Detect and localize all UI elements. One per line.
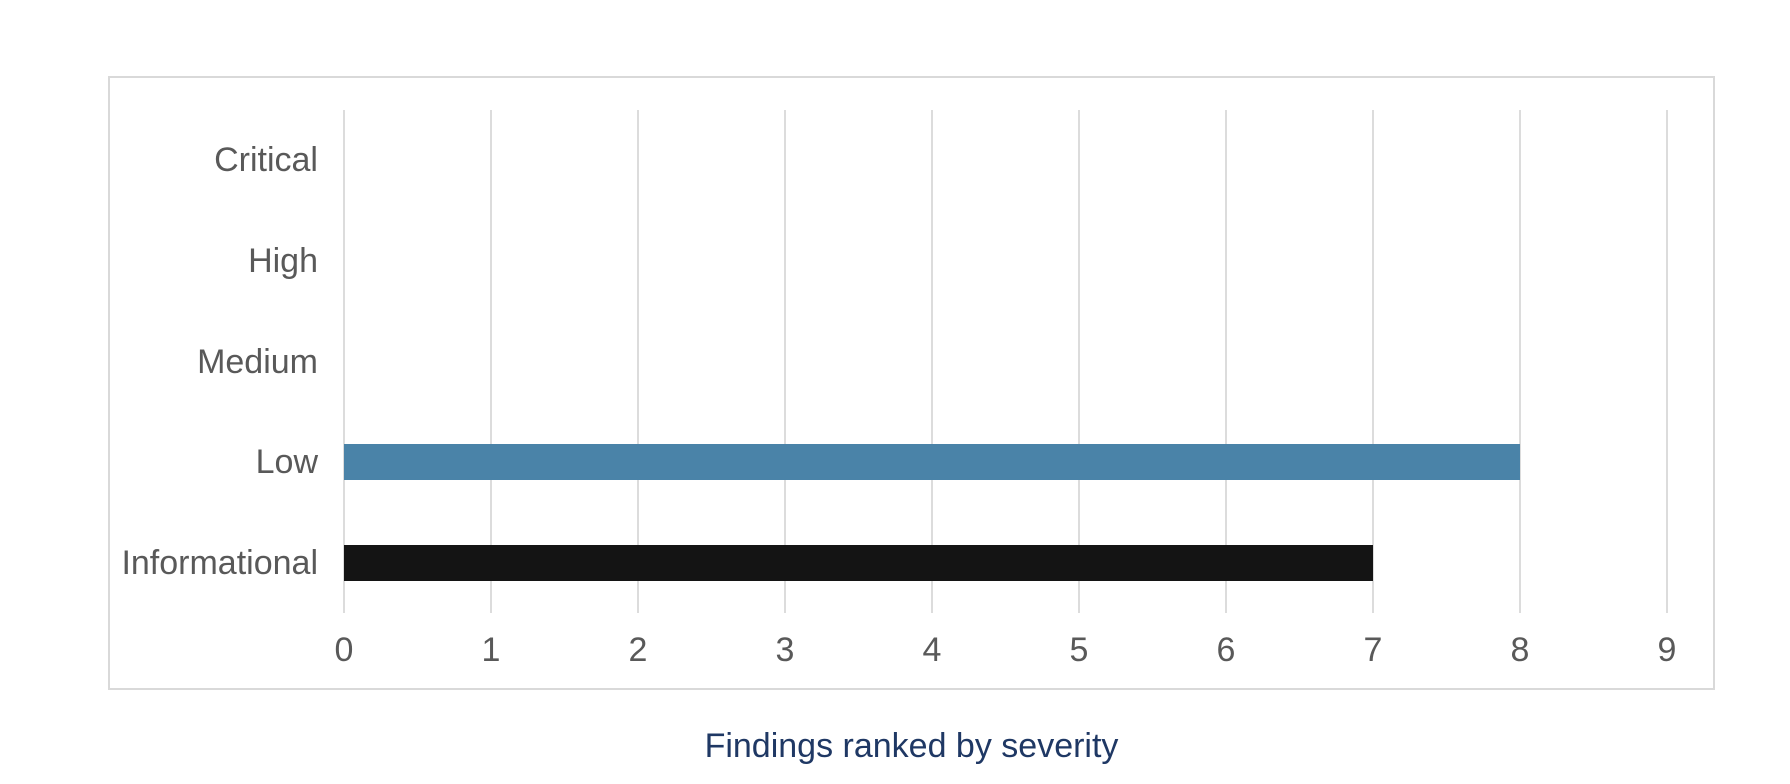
gridline-x-5 <box>1078 110 1080 613</box>
plot-area: 0 1 2 3 4 5 6 7 8 9 Critical High Medium Low Informati… <box>110 78 1713 688</box>
category-label-medium: Medium <box>197 342 318 381</box>
bar-low <box>344 444 1520 481</box>
x-tick-label-5: 5 <box>1069 631 1089 669</box>
category-label-high: High <box>248 241 318 280</box>
x-tick-label-1: 1 <box>481 631 501 669</box>
x-tick-label-3: 3 <box>775 631 795 669</box>
gridline-x-3 <box>784 110 786 613</box>
category-label-informational: Informational <box>121 543 318 582</box>
x-tick-label-6: 6 <box>1216 631 1236 669</box>
gridline-x-4 <box>931 110 933 613</box>
gridline-x-1 <box>490 110 492 613</box>
x-tick-label-2: 2 <box>628 631 648 669</box>
chart-caption: Findings ranked by severity <box>704 727 1119 765</box>
x-tick-label-7: 7 <box>1363 631 1383 669</box>
gridline-x-2 <box>637 110 639 613</box>
gridline-x-0 <box>343 110 345 613</box>
x-tick-label-0: 0 <box>334 631 354 669</box>
category-label-critical: Critical <box>214 141 318 180</box>
gridline-x-6 <box>1225 110 1227 613</box>
x-tick-label-8: 8 <box>1510 631 1530 669</box>
category-label-low: Low <box>255 443 318 482</box>
gridline-x-7 <box>1372 110 1374 613</box>
gridline-x-9 <box>1666 110 1668 613</box>
chart-card: 0 1 2 3 4 5 6 7 8 9 Critical High Medium Low Informati… <box>108 76 1715 690</box>
gridline-x-8 <box>1519 110 1521 613</box>
x-tick-label-9: 9 <box>1657 631 1677 669</box>
bar-informational <box>344 544 1373 581</box>
x-tick-label-4: 4 <box>922 631 942 669</box>
